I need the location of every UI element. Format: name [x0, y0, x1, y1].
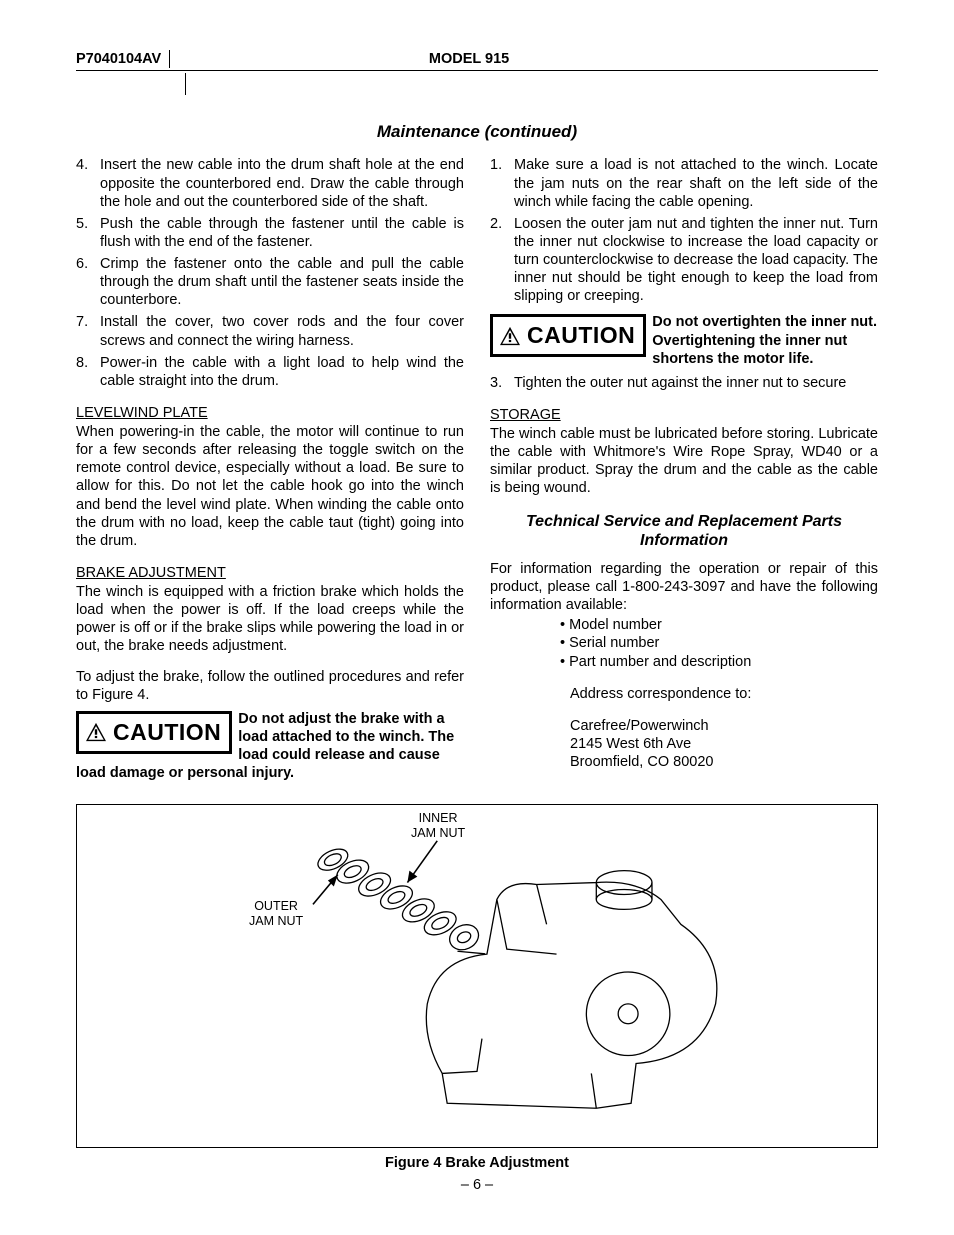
caution-label: CAUTION: [113, 718, 221, 747]
right-column: 1.Make sure a load is not attached to th…: [490, 156, 878, 788]
page-number: – 6 –: [76, 1176, 878, 1194]
address-line: Carefree/Powerwinch: [570, 717, 878, 735]
caution-box: CAUTION: [76, 711, 232, 754]
warning-icon: [499, 326, 521, 346]
model-number: MODEL 915: [60, 50, 878, 68]
page-title: Maintenance (continued): [76, 121, 878, 142]
brake-heading: BRAKE ADJUSTMENT: [76, 564, 464, 582]
inner-jam-nut-label: INNERJAM NUT: [411, 811, 465, 840]
caution-box: CAUTION: [490, 314, 646, 357]
brake-paragraph-2: To adjust the brake, follow the outlined…: [76, 668, 464, 704]
tech-intro: For information regarding the operation …: [490, 560, 878, 614]
warning-icon: [85, 722, 107, 742]
figure-4-frame: INNERJAM NUT OUTERJAM NUT: [76, 804, 878, 1148]
levelwind-paragraph: When powering-in the cable, the motor wi…: [76, 423, 464, 550]
content-columns: 4.Insert the new cable into the drum sha…: [76, 156, 878, 788]
list-item: 8.Power-in the cable with a light load t…: [76, 354, 464, 390]
address-line: Broomfield, CO 80020: [570, 753, 878, 771]
info-bullets: Model numberSerial numberPart number and…: [560, 616, 878, 670]
caution-brake: CAUTION Do not adjust the brake with a l…: [76, 710, 464, 783]
list-item: 1.Make sure a load is not attached to th…: [490, 156, 878, 210]
figure-caption: Figure 4 Brake Adjustment: [76, 1154, 878, 1172]
brake-paragraph-1: The winch is equipped with a friction br…: [76, 583, 464, 656]
caution-label: CAUTION: [527, 321, 635, 350]
header-rule-ext: [76, 73, 186, 95]
storage-paragraph: The winch cable must be lubricated befor…: [490, 425, 878, 498]
address-block: Address correspondence to: Carefree/Powe…: [570, 685, 878, 772]
list-item: Serial number: [560, 634, 878, 652]
address-label: Address correspondence to:: [570, 685, 878, 703]
list-item: Model number: [560, 616, 878, 634]
list-item: 4.Insert the new cable into the drum sha…: [76, 156, 464, 210]
caution-overtighten: CAUTION Do not overtighten the inner nut…: [490, 313, 878, 367]
list-item: Part number and description: [560, 653, 878, 671]
brake-adjustment-diagram: [77, 805, 877, 1147]
storage-heading: STORAGE: [490, 406, 878, 424]
outer-jam-nut-label: OUTERJAM NUT: [249, 899, 303, 928]
levelwind-heading: LEVELWIND PLATE: [76, 404, 464, 422]
tech-service-title: Technical Service and Replacement Parts …: [490, 512, 878, 550]
brake-adjust-steps: 1.Make sure a load is not attached to th…: [490, 156, 878, 305]
list-item: 6.Crimp the fastener onto the cable and …: [76, 255, 464, 309]
left-column: 4.Insert the new cable into the drum sha…: [76, 156, 464, 788]
address-lines: Carefree/Powerwinch2145 West 6th AveBroo…: [570, 717, 878, 771]
brake-step-3: 3.Tighten the outer nut against the inne…: [490, 374, 878, 392]
cable-install-steps: 4.Insert the new cable into the drum sha…: [76, 156, 464, 390]
caution-overtighten-text: Do not overtighten the inner nut. Overti…: [652, 314, 877, 366]
list-item: 7.Install the cover, two cover rods and …: [76, 313, 464, 349]
list-item: 5.Push the cable through the fastener un…: [76, 215, 464, 251]
address-line: 2145 West 6th Ave: [570, 735, 878, 753]
page-header: P7040104AV MODEL 915: [76, 50, 878, 71]
list-item: 2.Loosen the outer jam nut and tighten t…: [490, 215, 878, 306]
brake-step-3-text: Tighten the outer nut against the inner …: [514, 375, 846, 391]
